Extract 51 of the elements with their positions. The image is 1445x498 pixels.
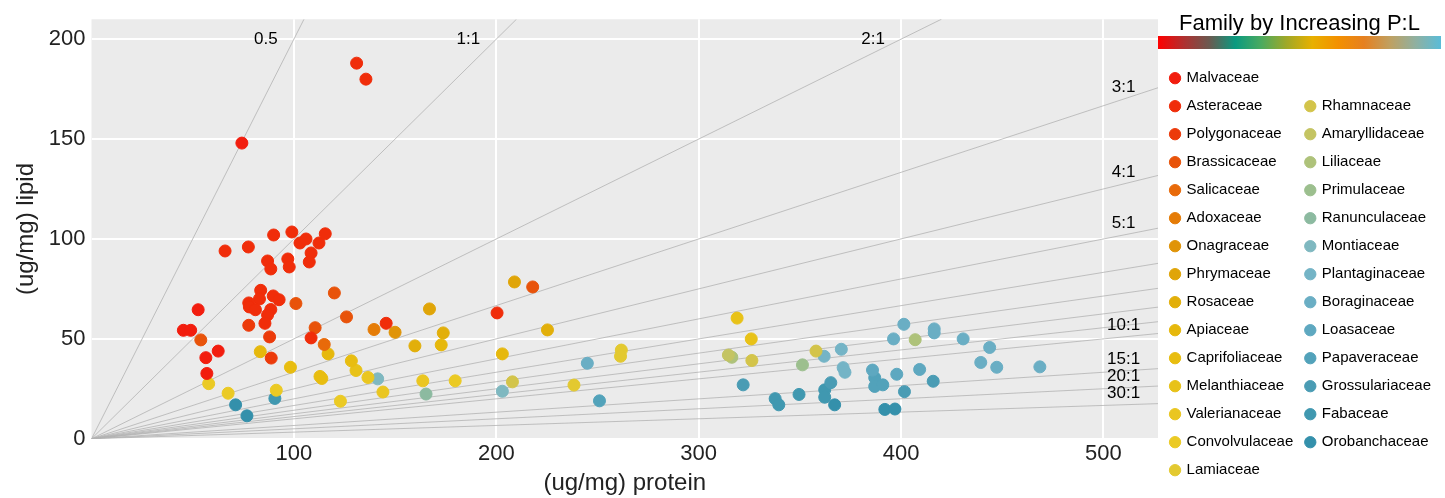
legend-label: Montiaceae bbox=[1321, 236, 1400, 254]
legend-label: Papaveraceae bbox=[1321, 348, 1419, 366]
legend-label: Plantaginaceae bbox=[1321, 264, 1426, 282]
legend-label: Loasaceae bbox=[1321, 320, 1396, 338]
annotation: 1:1 bbox=[456, 28, 481, 48]
legend-label: Polygonaceae bbox=[1186, 124, 1282, 142]
legend-label: Rhamnaceae bbox=[1321, 96, 1412, 114]
annotation: 2:1 bbox=[861, 28, 885, 48]
y-tick-label: 100 bbox=[48, 225, 86, 251]
legend-label: Boraginaceae bbox=[1321, 292, 1415, 310]
legend-label: Lamiaceae bbox=[1186, 460, 1260, 478]
annotation: 5:1 bbox=[1111, 212, 1136, 232]
annotation: 0.5 bbox=[254, 28, 278, 48]
legend-label: Salicaceae bbox=[1186, 180, 1260, 198]
x-tick-label: 400 bbox=[882, 440, 920, 466]
legend-label: Asteraceae bbox=[1186, 96, 1263, 114]
legend-label: Convolvulaceae bbox=[1186, 432, 1294, 450]
legend-label: Liliaceae bbox=[1321, 152, 1381, 170]
legend-label: Apiaceae bbox=[1186, 320, 1250, 338]
legend-label: Rosaceae bbox=[1186, 292, 1255, 310]
legend-label: Fabaceae bbox=[1321, 404, 1389, 422]
legend-label: Phrymaceae bbox=[1186, 264, 1271, 282]
legend-title: Family by Increasing P:L bbox=[1179, 10, 1420, 36]
x-tick-label: 500 bbox=[1085, 440, 1122, 466]
y-tick-label: 150 bbox=[48, 125, 86, 151]
legend-label: Onagraceae bbox=[1186, 236, 1270, 254]
legend-label: Brassicaceae bbox=[1186, 152, 1277, 170]
legend-label: Ranunculaceae bbox=[1321, 208, 1427, 226]
annotation: 3:1 bbox=[1111, 76, 1136, 96]
y-tick-label: 0 bbox=[73, 424, 86, 450]
legend-label: Amaryllidaceae bbox=[1321, 124, 1425, 142]
legend-label: Melanthiaceae bbox=[1186, 376, 1285, 394]
annotation: 30:1 bbox=[1107, 382, 1141, 402]
legend-label: Grossulariaceae bbox=[1321, 376, 1431, 394]
y-tick-label: 50 bbox=[61, 324, 86, 350]
x-tick-label: 300 bbox=[680, 440, 717, 466]
legend-label: Adoxaceae bbox=[1186, 208, 1262, 226]
x-tick-label: 200 bbox=[477, 440, 515, 466]
legend-label: Orobanchaceae bbox=[1321, 432, 1429, 450]
y-tick-label: 200 bbox=[48, 25, 86, 51]
annotation: 4:1 bbox=[1111, 161, 1136, 181]
legend-label: Malvaceae bbox=[1186, 68, 1260, 86]
legend-label: Primulaceae bbox=[1321, 180, 1406, 198]
y-axis-title: (ug/mg) lipid bbox=[11, 162, 39, 296]
legend-label: Caprifoliaceae bbox=[1186, 348, 1283, 366]
x-axis-title: (ug/mg) protein bbox=[543, 468, 707, 496]
x-tick-label: 100 bbox=[275, 440, 313, 466]
annotation: 20:1 bbox=[1107, 365, 1141, 385]
annotation: 10:1 bbox=[1107, 314, 1141, 334]
annotation: 15:1 bbox=[1107, 348, 1141, 368]
legend-label: Valerianaceae bbox=[1186, 404, 1282, 422]
